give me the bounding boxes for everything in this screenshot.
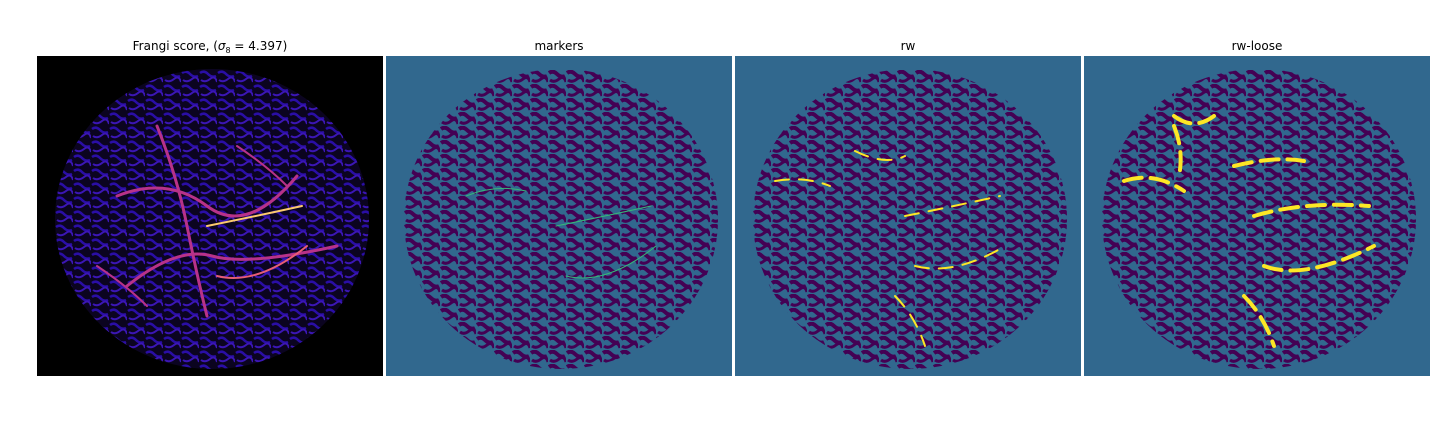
title-subscript: 8 <box>225 46 231 55</box>
title-suffix: = 4.397) <box>230 39 288 53</box>
panel-markers: markers <box>386 38 732 376</box>
panel-title-rw-loose: rw-loose <box>1231 39 1283 53</box>
frangi-image <box>37 56 383 376</box>
title-prefix: Frangi score, ( <box>132 39 218 53</box>
panel-rw: rw <box>735 38 1081 376</box>
panel-title-rw: rw <box>900 39 916 53</box>
title-sigma: σ <box>217 39 226 53</box>
rw-image <box>735 56 1081 376</box>
panel-frangi: Frangi score, (σ8 = 4.397) <box>37 38 383 376</box>
panel-title-markers: markers <box>534 39 584 53</box>
panel-rw-loose: rw-loose <box>1084 38 1430 376</box>
markers-image <box>386 56 732 376</box>
panel-title-frangi: Frangi score, (σ8 = 4.397) <box>37 38 383 56</box>
rw-loose-image <box>1084 56 1430 376</box>
